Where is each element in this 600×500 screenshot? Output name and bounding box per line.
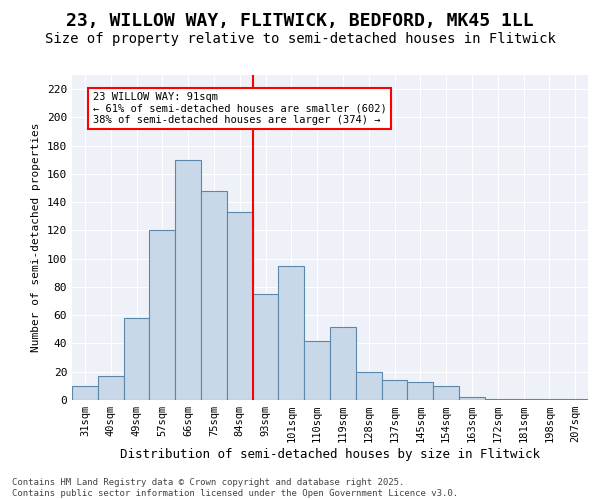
Bar (330, 326, 356, 400)
Bar (407, 382, 433, 400)
Bar (175, 160, 201, 400)
Bar (201, 191, 227, 400)
Bar (562, 398, 588, 400)
Bar (304, 340, 330, 400)
Bar (72, 386, 98, 400)
Text: Contains HM Land Registry data © Crown copyright and database right 2025.
Contai: Contains HM Land Registry data © Crown c… (12, 478, 458, 498)
Bar (227, 212, 253, 400)
Bar (124, 318, 149, 400)
Text: 23 WILLOW WAY: 91sqm
← 61% of semi-detached houses are smaller (602)
38% of semi: 23 WILLOW WAY: 91sqm ← 61% of semi-detac… (92, 92, 386, 125)
X-axis label: Distribution of semi-detached houses by size in Flitwick: Distribution of semi-detached houses by … (120, 448, 540, 461)
Bar (511, 398, 536, 400)
Bar (356, 372, 382, 400)
Bar (382, 380, 407, 400)
Bar (485, 398, 511, 400)
Text: 23, WILLOW WAY, FLITWICK, BEDFORD, MK45 1LL: 23, WILLOW WAY, FLITWICK, BEDFORD, MK45 … (66, 12, 534, 30)
Bar (433, 386, 459, 400)
Y-axis label: Number of semi-detached properties: Number of semi-detached properties (31, 122, 41, 352)
Bar (459, 397, 485, 400)
Bar (253, 294, 278, 400)
Bar (149, 230, 175, 400)
Bar (98, 376, 124, 400)
Bar (536, 398, 562, 400)
Text: Size of property relative to semi-detached houses in Flitwick: Size of property relative to semi-detach… (44, 32, 556, 46)
Bar (278, 266, 304, 400)
